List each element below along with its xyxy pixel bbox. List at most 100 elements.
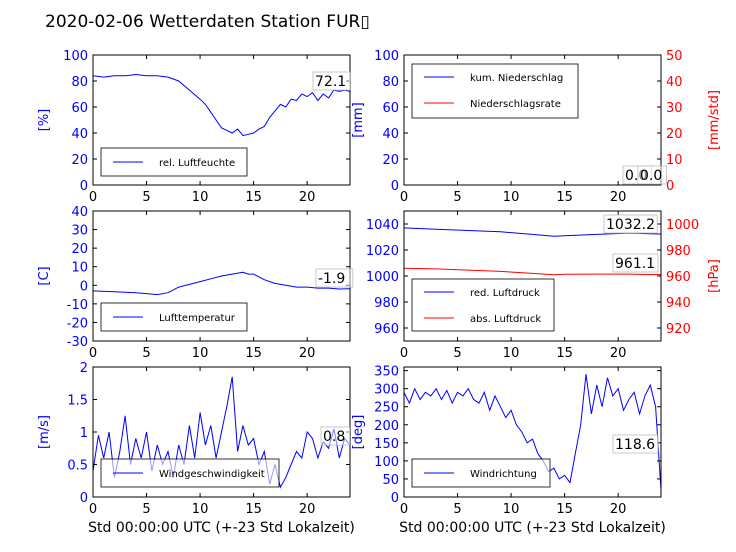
y-right-tick-label: 50	[666, 49, 683, 64]
series-line-pressure-1	[404, 267, 661, 276]
y-tick-label: 40	[71, 127, 88, 142]
y-tick-label: 1040	[366, 218, 399, 233]
y-tick-label: 0	[391, 491, 399, 506]
y-tick-label: 100	[63, 49, 88, 64]
y-tick-label: -30	[67, 335, 88, 350]
y-right-tick-label: 40	[666, 75, 683, 90]
current-value-box	[603, 214, 658, 234]
y-tick-label: 960	[374, 322, 399, 337]
y-tick-label: 50	[382, 473, 399, 488]
current-value: 0.8	[323, 429, 345, 445]
y-tick-label: 40	[382, 127, 399, 142]
y-right-tick-label: 0	[666, 179, 674, 194]
legend-label: Windgeschwindigkeit	[159, 469, 265, 480]
x-tick-label: 20	[299, 502, 316, 517]
x-tick-label: 10	[192, 346, 209, 361]
x-axis-label: Std 00:00:00 UTC (+-23 Std Lokalzeit)	[88, 520, 355, 536]
y-right-tick-label: 940	[666, 296, 691, 311]
x-tick-label: 10	[192, 502, 209, 517]
x-tick-label: 15	[556, 502, 573, 517]
panel-precipitation: 0 5 10 15 20 0 20 40 60 80 100 0 10 20 30 40 50 [mm] [mm/s…	[351, 49, 722, 205]
series-line-winddirection-0	[404, 374, 661, 490]
panel-pressure: 0 5 10 15 20 960 980 1000 1020 1040 920 940 960 980 10…	[366, 210, 722, 361]
x-tick-label: 20	[299, 190, 316, 205]
x-tick-label: 15	[245, 502, 262, 517]
axes-frame	[92, 54, 351, 186]
current-value-box	[612, 253, 659, 273]
y-tick-label: 80	[382, 75, 399, 90]
axes-frame	[403, 366, 662, 498]
x-tick-label: 20	[610, 346, 627, 361]
x-tick-label: 0	[400, 190, 408, 205]
y-tick-label: 980	[374, 296, 399, 311]
current-value-box	[637, 165, 668, 185]
x-tick-label: 5	[142, 190, 150, 205]
current-value: -1.9	[318, 271, 345, 287]
current-value-box	[315, 268, 354, 288]
x-tick-label: 5	[453, 190, 461, 205]
y-tick-label: 2	[80, 361, 88, 376]
y-tick-label: 250	[374, 401, 399, 416]
legend-label: red. Luftdruck	[470, 288, 540, 299]
panel-humidity: 0 5 10 15 20 0 20 40 60 80 100 [%] rel. Luftfeuchte 7…	[37, 49, 351, 205]
x-tick-label: 15	[556, 346, 573, 361]
legend-label: kum. Niederschlag	[470, 73, 563, 84]
figure-title: 2020-02-06 Wetterdaten Station FUR▯	[45, 12, 370, 32]
y-axis-label: [deg]	[351, 415, 366, 450]
y-tick-label: 80	[71, 75, 88, 90]
x-tick-label: 0	[89, 346, 97, 361]
y-tick-label: 60	[71, 101, 88, 116]
x-tick-label: 10	[503, 346, 520, 361]
panel-windspeed: 0 5 10 15 20 0 0.5 1 1.5 2 [m/s] Std 00:00:00 UTC (…	[37, 361, 355, 536]
axes-frame	[403, 54, 662, 186]
y-tick-label: 300	[374, 383, 399, 398]
current-value-box	[312, 71, 351, 91]
y-right-tick-label: 980	[666, 244, 691, 259]
current-value-2: 0.0	[640, 168, 662, 184]
x-tick-label: 15	[556, 190, 573, 205]
y-tick-label: 100	[374, 455, 399, 470]
current-value: 1032.2	[606, 217, 655, 233]
y-tick-label: 40	[71, 205, 88, 220]
y-tick-label: 30	[71, 224, 88, 239]
y-tick-label: 1.5	[67, 394, 88, 409]
y-tick-label: 0	[80, 279, 88, 294]
y-right-tick-label: 960	[666, 270, 691, 285]
legend-box	[411, 63, 579, 119]
series-line-windspeed-0	[93, 376, 350, 489]
y-tick-label: 0	[391, 179, 399, 194]
x-tick-label: 0	[89, 190, 97, 205]
legend-box	[411, 278, 555, 332]
legend-label: rel. Luftfeuchte	[159, 158, 235, 169]
y-tick-label: 200	[374, 419, 399, 434]
y-tick-label: 20	[71, 242, 88, 257]
x-tick-label: 15	[245, 190, 262, 205]
x-tick-label: 10	[503, 190, 520, 205]
y-axis-label-right: [hPa]	[707, 259, 722, 293]
x-tick-label: 5	[453, 346, 461, 361]
y-right-tick-label: 30	[666, 101, 683, 116]
y-tick-label: -10	[67, 298, 88, 313]
x-tick-label: 20	[610, 502, 627, 517]
y-right-tick-label: 920	[666, 322, 691, 337]
series-line-humidity-0	[93, 73, 350, 137]
y-right-tick-label: 10	[666, 153, 683, 168]
x-tick-label: 0	[89, 502, 97, 517]
x-tick-label: 0	[400, 346, 408, 361]
current-value-box	[612, 434, 659, 454]
x-tick-label: 10	[192, 190, 209, 205]
legend-label: Windrichtung	[470, 469, 537, 480]
y-tick-label: 1020	[366, 244, 399, 259]
y-axis-label: [%]	[37, 109, 52, 132]
current-value: 72.1	[315, 74, 346, 90]
x-tick-label: 10	[503, 502, 520, 517]
y-tick-label: 10	[71, 261, 88, 276]
legend-label: Niederschlagsrate	[470, 99, 561, 110]
legend-label: Lufttemperatur	[159, 313, 236, 324]
y-tick-label: -20	[67, 316, 88, 331]
current-value: 118.6	[615, 437, 655, 453]
x-tick-label: 0	[400, 502, 408, 517]
y-tick-label: 150	[374, 437, 399, 452]
